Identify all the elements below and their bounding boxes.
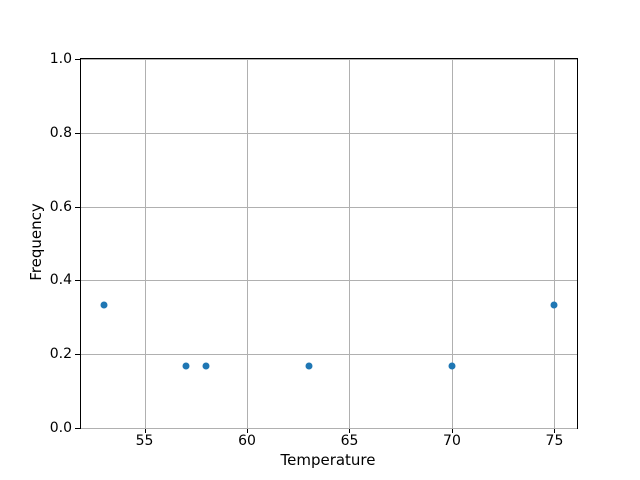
- scatter-point: [550, 301, 558, 309]
- x-axis-label: Temperature: [280, 451, 376, 469]
- plot-area: 55 60 65 70 75 0.0 0.2 0.4 0.6 0.8 1.0: [50, 52, 578, 448]
- y-tick-label: 0.0: [49, 420, 72, 436]
- y-tick-mark: [75, 59, 80, 60]
- x-gridline: [144, 59, 146, 428]
- y-tick-mark: [75, 428, 80, 429]
- scatter-point: [100, 301, 108, 309]
- y-axis-label: Frequency: [27, 203, 45, 281]
- y-gridline: [81, 59, 577, 60]
- y-tick-label: 0.6: [49, 198, 72, 215]
- y-gridline: [81, 206, 577, 208]
- x-tick-label: 60: [238, 433, 256, 449]
- x-tick-label: 75: [545, 433, 564, 449]
- scatter-point: [182, 362, 190, 370]
- y-tick-label: 0.2: [49, 346, 72, 363]
- y-gridline: [81, 280, 577, 282]
- scatter-point: [305, 362, 312, 370]
- x-tick-label: 70: [443, 433, 461, 449]
- y-gridline: [81, 132, 577, 134]
- x-tick-label: 65: [340, 433, 359, 449]
- y-tick-mark: [75, 280, 80, 282]
- y-tick-label: 0.4: [49, 272, 72, 289]
- y-tick-mark: [75, 206, 80, 208]
- y-gridline: [81, 428, 577, 429]
- scatter-point: [202, 362, 210, 370]
- x-gridline: [247, 59, 249, 428]
- scatter-point: [448, 362, 456, 370]
- x-tick-mark: [554, 428, 556, 433]
- y-gridline: [81, 354, 577, 356]
- x-tick-mark: [144, 428, 146, 433]
- x-tick-mark: [451, 428, 453, 433]
- x-tick-mark: [349, 428, 351, 433]
- x-tick-mark: [247, 428, 249, 433]
- y-tick-mark: [75, 354, 80, 356]
- x-tick-label: 55: [135, 433, 154, 449]
- y-tick-mark: [75, 132, 80, 134]
- y-tick-label: 0.8: [49, 124, 72, 141]
- x-gridline: [554, 59, 556, 428]
- y-tick-label: 1.0: [49, 51, 72, 67]
- x-gridline: [451, 59, 453, 428]
- x-gridline: [349, 59, 351, 428]
